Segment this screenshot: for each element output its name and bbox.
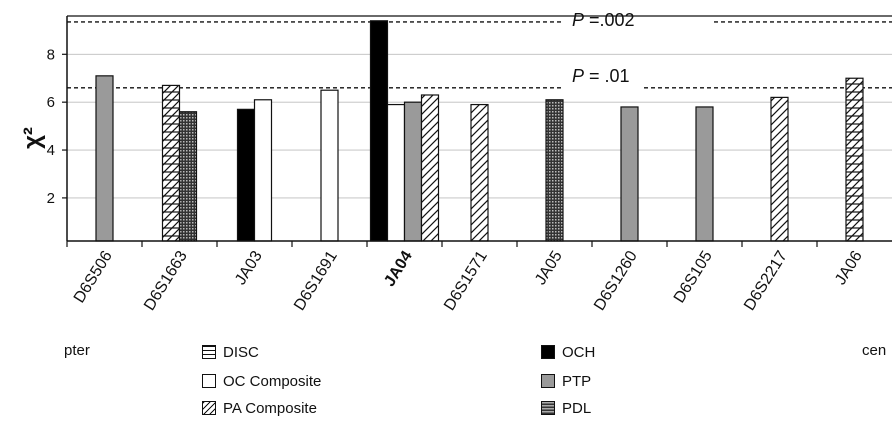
y-tick-label: 6 bbox=[47, 94, 55, 111]
bars bbox=[95, 20, 864, 242]
x-tick-label-d6s1260: D6S1260 bbox=[591, 248, 641, 314]
legend-item-pdl: PDL bbox=[541, 398, 591, 418]
bar-d6s1571-pa-composite bbox=[470, 103, 489, 242]
pdl-swatch bbox=[541, 401, 555, 415]
x-tick-label-ja05: JA05 bbox=[532, 248, 566, 288]
legend-item-oc-composite: OC Composite bbox=[202, 371, 321, 391]
x-tick-label-ja06: JA06 bbox=[832, 248, 866, 288]
legend-label-pa-composite: PA Composite bbox=[223, 399, 317, 417]
legend-label-ptp: PTP bbox=[562, 372, 592, 390]
bar-d6s2217-pa-composite bbox=[770, 96, 789, 242]
bar-ja04-pa-composite bbox=[420, 94, 440, 242]
threshold-label: P =.002 bbox=[572, 10, 635, 30]
legend-item-och: OCH bbox=[541, 342, 595, 362]
y-tick-label: 2 bbox=[47, 190, 55, 207]
pa-composite-swatch bbox=[202, 401, 216, 415]
legend-label-oc-composite: OC Composite bbox=[223, 372, 322, 390]
bar-ja04-ptp bbox=[403, 101, 423, 242]
x-tick-label-d6s105: D6S105 bbox=[671, 248, 716, 306]
bar-d6s1691-oc-composite bbox=[320, 89, 339, 242]
x-tick-label-d6s1571: D6S1571 bbox=[441, 248, 491, 314]
x-tick-label-d6s506: D6S506 bbox=[71, 248, 116, 306]
oc-composite-swatch bbox=[202, 374, 216, 388]
bar-d6s506-ptp bbox=[95, 75, 114, 242]
left-end-label: pter bbox=[64, 342, 90, 359]
right-end-label: cen bbox=[862, 342, 887, 359]
bar-ja05-pdl bbox=[545, 99, 564, 242]
bar-d6s1663-disc bbox=[161, 84, 181, 242]
bar-ja04-och bbox=[369, 20, 389, 242]
x-tick-label-ja03: JA03 bbox=[232, 248, 266, 288]
x-tick-label-d6s1691: D6S1691 bbox=[291, 248, 341, 314]
bar-d6s1663-pdl bbox=[178, 111, 198, 242]
bar-d6s1260-ptp bbox=[620, 106, 639, 242]
legend-label-disc: DISC bbox=[223, 343, 259, 361]
legend-item-pa-composite: PA Composite bbox=[202, 398, 317, 418]
x-tick-label-d6s1663: D6S1663 bbox=[141, 248, 191, 314]
bar-d6s105-ptp bbox=[695, 106, 714, 242]
legend-item-disc: DISC bbox=[202, 342, 259, 362]
disc-swatch bbox=[202, 345, 216, 359]
threshold-lines: P =.002 P = .01 bbox=[67, 10, 892, 89]
legend-item-ptp: PTP bbox=[541, 371, 591, 391]
bar-ja03-och bbox=[236, 108, 256, 242]
bar-ja06-disc bbox=[845, 77, 864, 242]
legend-label-och: OCH bbox=[562, 343, 596, 361]
legend-label-pdl: PDL bbox=[562, 399, 592, 417]
x-tick-label-d6s2217: D6S2217 bbox=[741, 248, 791, 314]
och-swatch bbox=[541, 345, 555, 359]
x-tick-label-ja04: JA04 bbox=[381, 248, 416, 290]
y-tick-label: 4 bbox=[47, 142, 55, 159]
bar-ja03-oc-composite bbox=[253, 99, 273, 242]
threshold-label: P = .01 bbox=[572, 66, 630, 86]
bar-ja04-oc-composite bbox=[386, 103, 406, 242]
y-axis-label: χ² bbox=[19, 127, 46, 149]
axes bbox=[66, 15, 892, 242]
ptp-swatch bbox=[541, 374, 555, 388]
y-tick-label: 8 bbox=[47, 46, 55, 63]
